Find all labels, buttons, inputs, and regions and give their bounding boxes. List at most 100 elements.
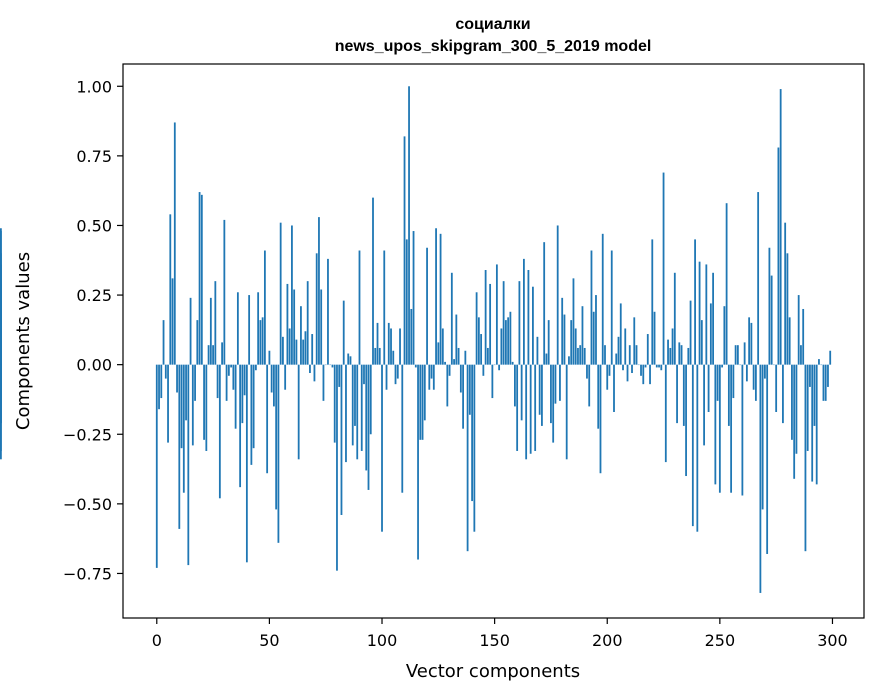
bar-48 [263,250,266,365]
bar-6 [169,214,172,365]
bar-297 [824,364,827,401]
bar-200 [606,364,609,390]
bar-267 [757,192,760,365]
bar-109 [401,364,404,493]
bar-105 [392,350,395,365]
bar-191 [586,364,588,379]
bar-117 [419,364,422,440]
bar-182 [565,364,568,460]
bar-179 [559,364,561,401]
bar-56 [282,336,284,365]
y-tick-label: 0.00 [76,356,112,375]
bar-133 [455,314,458,365]
bar-129 [446,364,449,407]
x-tick-label: 300 [817,631,848,650]
bar-240 [696,364,699,532]
bar-174 [547,320,550,365]
bar-39 [243,364,246,396]
bar-45 [257,292,260,365]
bar-136 [462,364,464,429]
bar-271 [766,364,769,554]
bar-222 [655,364,658,368]
bar-210 [628,345,631,365]
bar-217 [644,364,647,368]
bar-13 [185,364,187,421]
bar-211 [631,364,633,374]
bar-168 [534,364,537,451]
bar-250 [718,364,721,493]
bar-263 [748,317,751,365]
bar-25 [212,345,214,365]
bar-94 [367,364,370,490]
bar-264 [750,322,753,365]
bar-83 [342,300,345,365]
bar-16 [191,364,194,446]
bar-273 [770,275,773,365]
bar-266 [754,364,757,401]
bar-275 [775,364,778,412]
bar-226 [664,364,667,463]
bar-220 [651,239,654,365]
bar-97 [374,347,377,365]
bar-26 [214,281,217,365]
bar-126 [439,233,442,365]
bar-189 [581,306,584,365]
bar-53 [275,364,278,510]
bar-272 [768,247,771,365]
bar-225 [662,172,665,365]
bar-121 [428,364,431,390]
bar-262 [745,364,748,382]
bar-8 [173,122,176,365]
bar-230 [673,272,676,365]
bar-103 [387,322,390,365]
bar-68 [309,364,311,374]
x-tick-label: 50 [259,631,279,650]
bar-78 [331,364,334,368]
bar-299 [829,350,832,365]
bar-209 [626,364,629,382]
y-tick-label: 1.00 [76,77,112,96]
bar-219 [649,364,651,385]
bar-248 [714,364,717,485]
bar-21 [203,364,205,440]
bar-76 [327,258,329,365]
bar-61 [293,289,296,365]
bar-96 [372,197,374,365]
bar-99 [378,347,381,365]
bar-67 [306,281,309,365]
bar-46 [259,320,262,365]
bar-286 [800,345,802,365]
bar-14 [187,364,190,566]
bar-154 [502,281,505,365]
bar-1 [158,364,160,410]
bar-11 [180,364,183,449]
bar-165 [527,270,530,365]
bar-20 [200,194,203,365]
bar-180 [561,297,564,365]
bar-108 [399,328,401,365]
bar-147 [486,347,489,365]
bar-32 [227,364,230,376]
bar-9 [176,364,178,393]
bar-202 [610,250,613,365]
bar-253 [725,203,728,365]
y-axis: −0.75 −0.50 −0.25 0.00 0.25 0.50 0.75 1.00 [63,77,123,583]
bar-183 [568,356,570,365]
bar-195 [595,295,597,365]
bar-164 [525,364,528,460]
bar-292 [813,364,816,426]
bar-69 [311,334,314,365]
bar-111 [405,239,408,365]
y-tick-label: 0.25 [76,286,112,305]
bar-33 [230,364,233,368]
bar-181 [563,314,566,365]
bar-270 [764,364,766,379]
bar-58 [286,283,289,365]
bar-52 [273,364,275,407]
bar-71 [315,253,318,365]
bar-278 [782,364,784,424]
bar-110 [403,136,406,365]
bar-257 [734,345,737,365]
bar-156 [507,317,510,365]
